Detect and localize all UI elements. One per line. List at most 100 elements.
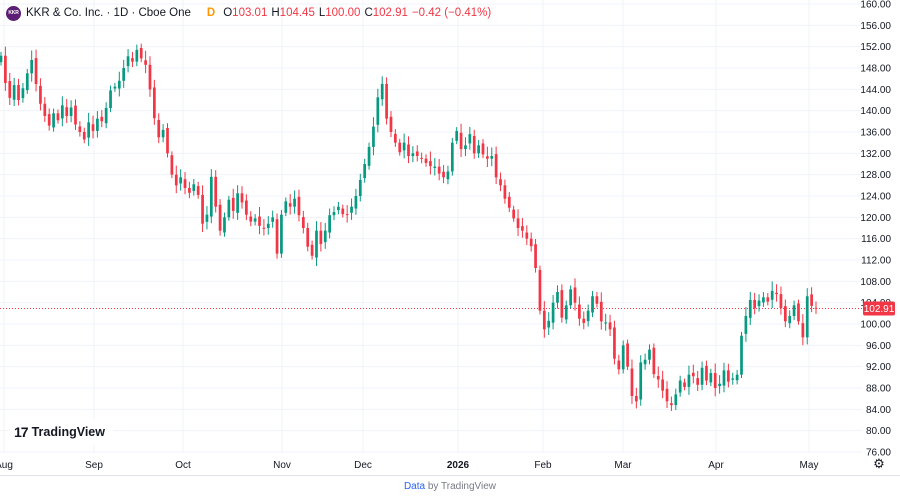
candle-body [293, 198, 296, 207]
candle-body [258, 216, 261, 226]
candle-body [678, 380, 682, 393]
candle-body [288, 203, 292, 207]
tradingview-logo[interactable]: 17 TradingView [10, 419, 113, 445]
candle-body [223, 217, 226, 233]
time-tick-label: Aug [0, 460, 13, 471]
candle-body [56, 113, 60, 121]
candle-body [262, 227, 266, 229]
open-label: O [223, 7, 233, 19]
price-tick-label: 80.00 [866, 426, 891, 437]
symbol-title[interactable]: KKR & Co. Inc. · 1D · Cboe One [26, 7, 191, 19]
price-tick-label: 120.00 [860, 213, 891, 224]
candle-body [792, 305, 796, 316]
time-tick-label: Apr [708, 460, 724, 471]
candle-body [617, 360, 621, 370]
candle-body [573, 287, 577, 303]
delayed-data-badge[interactable]: D [206, 7, 216, 19]
candle-body [604, 322, 608, 324]
symbol-logo-icon: KKR [6, 5, 21, 21]
candle-body [801, 323, 805, 338]
candle-body [564, 305, 568, 320]
last-price-tag-label: 102.91 [864, 304, 895, 315]
price-tick-label: 84.00 [866, 405, 891, 416]
candle-body [534, 244, 537, 268]
candle-body [512, 209, 516, 219]
candle-body [691, 372, 695, 377]
candle-body [135, 49, 139, 62]
candle-body [455, 130, 459, 141]
candle-body [569, 289, 572, 306]
candle-body [380, 84, 384, 100]
price-tick-label: 76.00 [866, 448, 891, 459]
candle-body [586, 310, 590, 322]
price-tick-label: 140.00 [860, 106, 891, 117]
candle-body [4, 55, 7, 83]
candle-body [109, 90, 112, 108]
price-tick-label: 88.00 [866, 384, 891, 395]
candle-body [319, 230, 323, 244]
candle-body [60, 105, 64, 119]
price-tick-label: 132.00 [860, 149, 891, 160]
candle-body [306, 228, 310, 247]
candle-body [494, 154, 498, 178]
candle-body [363, 164, 367, 179]
candle-body [433, 166, 437, 168]
candle-body [674, 394, 678, 406]
candle-body [148, 64, 152, 90]
candle-body [65, 107, 69, 116]
low-value: 100.00 [325, 7, 361, 19]
change-value: −0.42 (−0.41%) [411, 7, 492, 19]
last-price-tag [863, 301, 895, 316]
candle-body [499, 179, 502, 186]
gear-icon[interactable]: ⚙ [873, 456, 885, 471]
candle-body [21, 88, 25, 99]
candle-body [196, 186, 200, 195]
candle-body [8, 81, 12, 98]
candle-body [783, 306, 787, 322]
data-link[interactable]: Data [403, 481, 426, 492]
candle-body [179, 177, 183, 184]
candle-body [529, 238, 533, 247]
candle-body [788, 316, 792, 324]
time-tick-label: Nov [273, 460, 291, 471]
candle-body [393, 133, 397, 143]
price-tick-label: 92.00 [866, 362, 891, 373]
candle-body [104, 108, 108, 124]
candle-body [30, 60, 34, 74]
candle-body [687, 374, 691, 387]
candle-body [525, 232, 529, 239]
candle-body [770, 290, 774, 300]
candle-body [131, 58, 134, 62]
time-axis[interactable]: Aug Sep Oct Nov Dec 2026 Feb Mar Apr May [0, 460, 818, 471]
candle-body [551, 302, 555, 323]
candle-body [613, 327, 616, 359]
close-label: C [364, 7, 373, 19]
candle-body [43, 103, 47, 116]
candlestick-chart[interactable]: 76.00 80.00 84.00 88.00 92.00 96.00 100.00 104.… [0, 0, 900, 475]
symbol-legend[interactable]: KKR KKR & Co. Inc. · 1D · Cboe One D O 10… [6, 5, 495, 21]
price-tick-label: 136.00 [860, 128, 891, 139]
candle-body [547, 320, 551, 328]
candle-body [542, 310, 546, 330]
candle-body [797, 303, 800, 322]
candle-body [643, 359, 647, 365]
candle-body [385, 84, 388, 119]
candle-body [630, 368, 634, 396]
candle-body [766, 297, 770, 302]
candle-body [556, 292, 559, 303]
candle-body [52, 113, 55, 128]
price-axis[interactable]: 76.0080.0084.0088.0092.0096.00100.00104.… [860, 0, 891, 459]
candle-body [578, 304, 581, 319]
candle-body [192, 184, 196, 191]
candle-body [398, 142, 402, 153]
candle-body [328, 215, 331, 233]
candle-body [34, 58, 38, 84]
candle-body [411, 153, 415, 156]
candle-body [275, 219, 279, 254]
candle-body [266, 223, 270, 228]
candle-body [337, 206, 340, 211]
candle-body [415, 151, 419, 156]
candle-body [661, 379, 664, 391]
candle-body [608, 322, 612, 330]
candle-body [626, 343, 629, 367]
